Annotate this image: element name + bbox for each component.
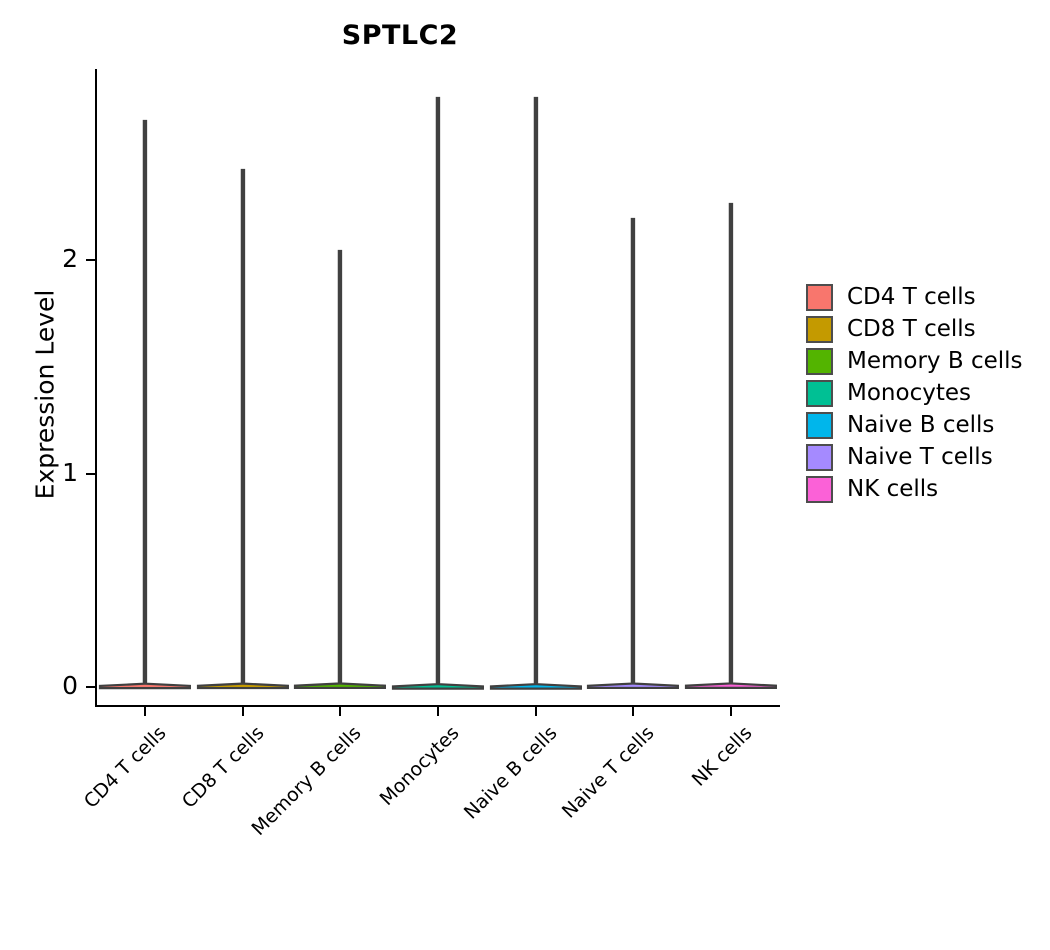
legend-swatch-icon bbox=[806, 411, 833, 439]
x-tick-label-3: Monocytes bbox=[375, 722, 464, 810]
x-tick-4 bbox=[534, 707, 537, 716]
legend-swatch-icon bbox=[806, 347, 833, 375]
x-axis-line bbox=[95, 705, 780, 707]
x-tick-3 bbox=[437, 707, 439, 716]
x-tick-label-4: Naive B cells bbox=[459, 722, 562, 824]
legend-item-cd4-t-cells[interactable]: CD4 T cells bbox=[806, 281, 1023, 313]
legend-item-label: CD4 T cells bbox=[847, 284, 976, 310]
legend: CD4 T cells CD8 T cells Memory B cells Mono… bbox=[806, 281, 1023, 505]
legend-item-label: Monocytes bbox=[847, 380, 971, 406]
y-tick-0 bbox=[86, 686, 95, 688]
legend-swatch-icon bbox=[806, 475, 833, 503]
legend-item-monocytes[interactable]: Monocytes bbox=[806, 377, 1023, 409]
legend-swatch-icon bbox=[806, 315, 833, 343]
legend-item-naive-b-cells[interactable]: Naive B cells bbox=[806, 409, 1023, 441]
violin-cd8-t-cells bbox=[195, 166, 291, 695]
legend-swatch-icon bbox=[806, 283, 833, 311]
x-tick-label-6: NK cells bbox=[687, 722, 757, 791]
x-tick-label-5: Naive T cells bbox=[558, 722, 659, 823]
x-tick-label-2: Memory B cells bbox=[247, 722, 366, 841]
violin-memory-b-cells bbox=[292, 247, 388, 695]
y-tick-1 bbox=[86, 472, 95, 475]
legend-item-label: Memory B cells bbox=[847, 348, 1023, 374]
legend-swatch-icon bbox=[806, 443, 833, 471]
legend-item-nk-cells[interactable]: NK cells bbox=[806, 473, 1023, 505]
y-tick-label-0: 0 bbox=[62, 671, 78, 700]
legend-item-label: NK cells bbox=[847, 476, 939, 502]
page-title: SPTLC2 bbox=[341, 20, 459, 51]
legend-item-memory-b-cells[interactable]: Memory B cells bbox=[806, 345, 1023, 377]
violin-naive-t-cells bbox=[585, 215, 681, 695]
legend-item-naive-t-cells[interactable]: Naive T cells bbox=[806, 441, 1023, 473]
x-tick-label-1: CD8 T cells bbox=[177, 722, 269, 813]
x-tick-2 bbox=[339, 707, 342, 716]
violin-monocytes bbox=[390, 94, 486, 695]
legend-item-label: CD8 T cells bbox=[847, 316, 976, 342]
legend-item-label: Naive B cells bbox=[847, 412, 995, 438]
violin-cd4-t-cells bbox=[97, 117, 193, 695]
x-tick-6 bbox=[730, 707, 733, 716]
legend-swatch-icon bbox=[806, 379, 833, 407]
y-tick-2 bbox=[86, 259, 95, 261]
y-tick-label-1: 1 bbox=[62, 457, 78, 487]
violin-naive-b-cells bbox=[488, 94, 584, 695]
legend-item-cd8-t-cells[interactable]: CD8 T cells bbox=[806, 313, 1023, 345]
violin-nk-cells bbox=[683, 200, 779, 695]
y-tick-label-2: 2 bbox=[62, 244, 78, 273]
x-tick-5 bbox=[632, 707, 635, 716]
y-axis-line bbox=[95, 69, 97, 706]
legend-item-label: Naive T cells bbox=[847, 444, 993, 470]
x-tick-0 bbox=[143, 707, 146, 716]
x-tick-1 bbox=[241, 707, 244, 716]
